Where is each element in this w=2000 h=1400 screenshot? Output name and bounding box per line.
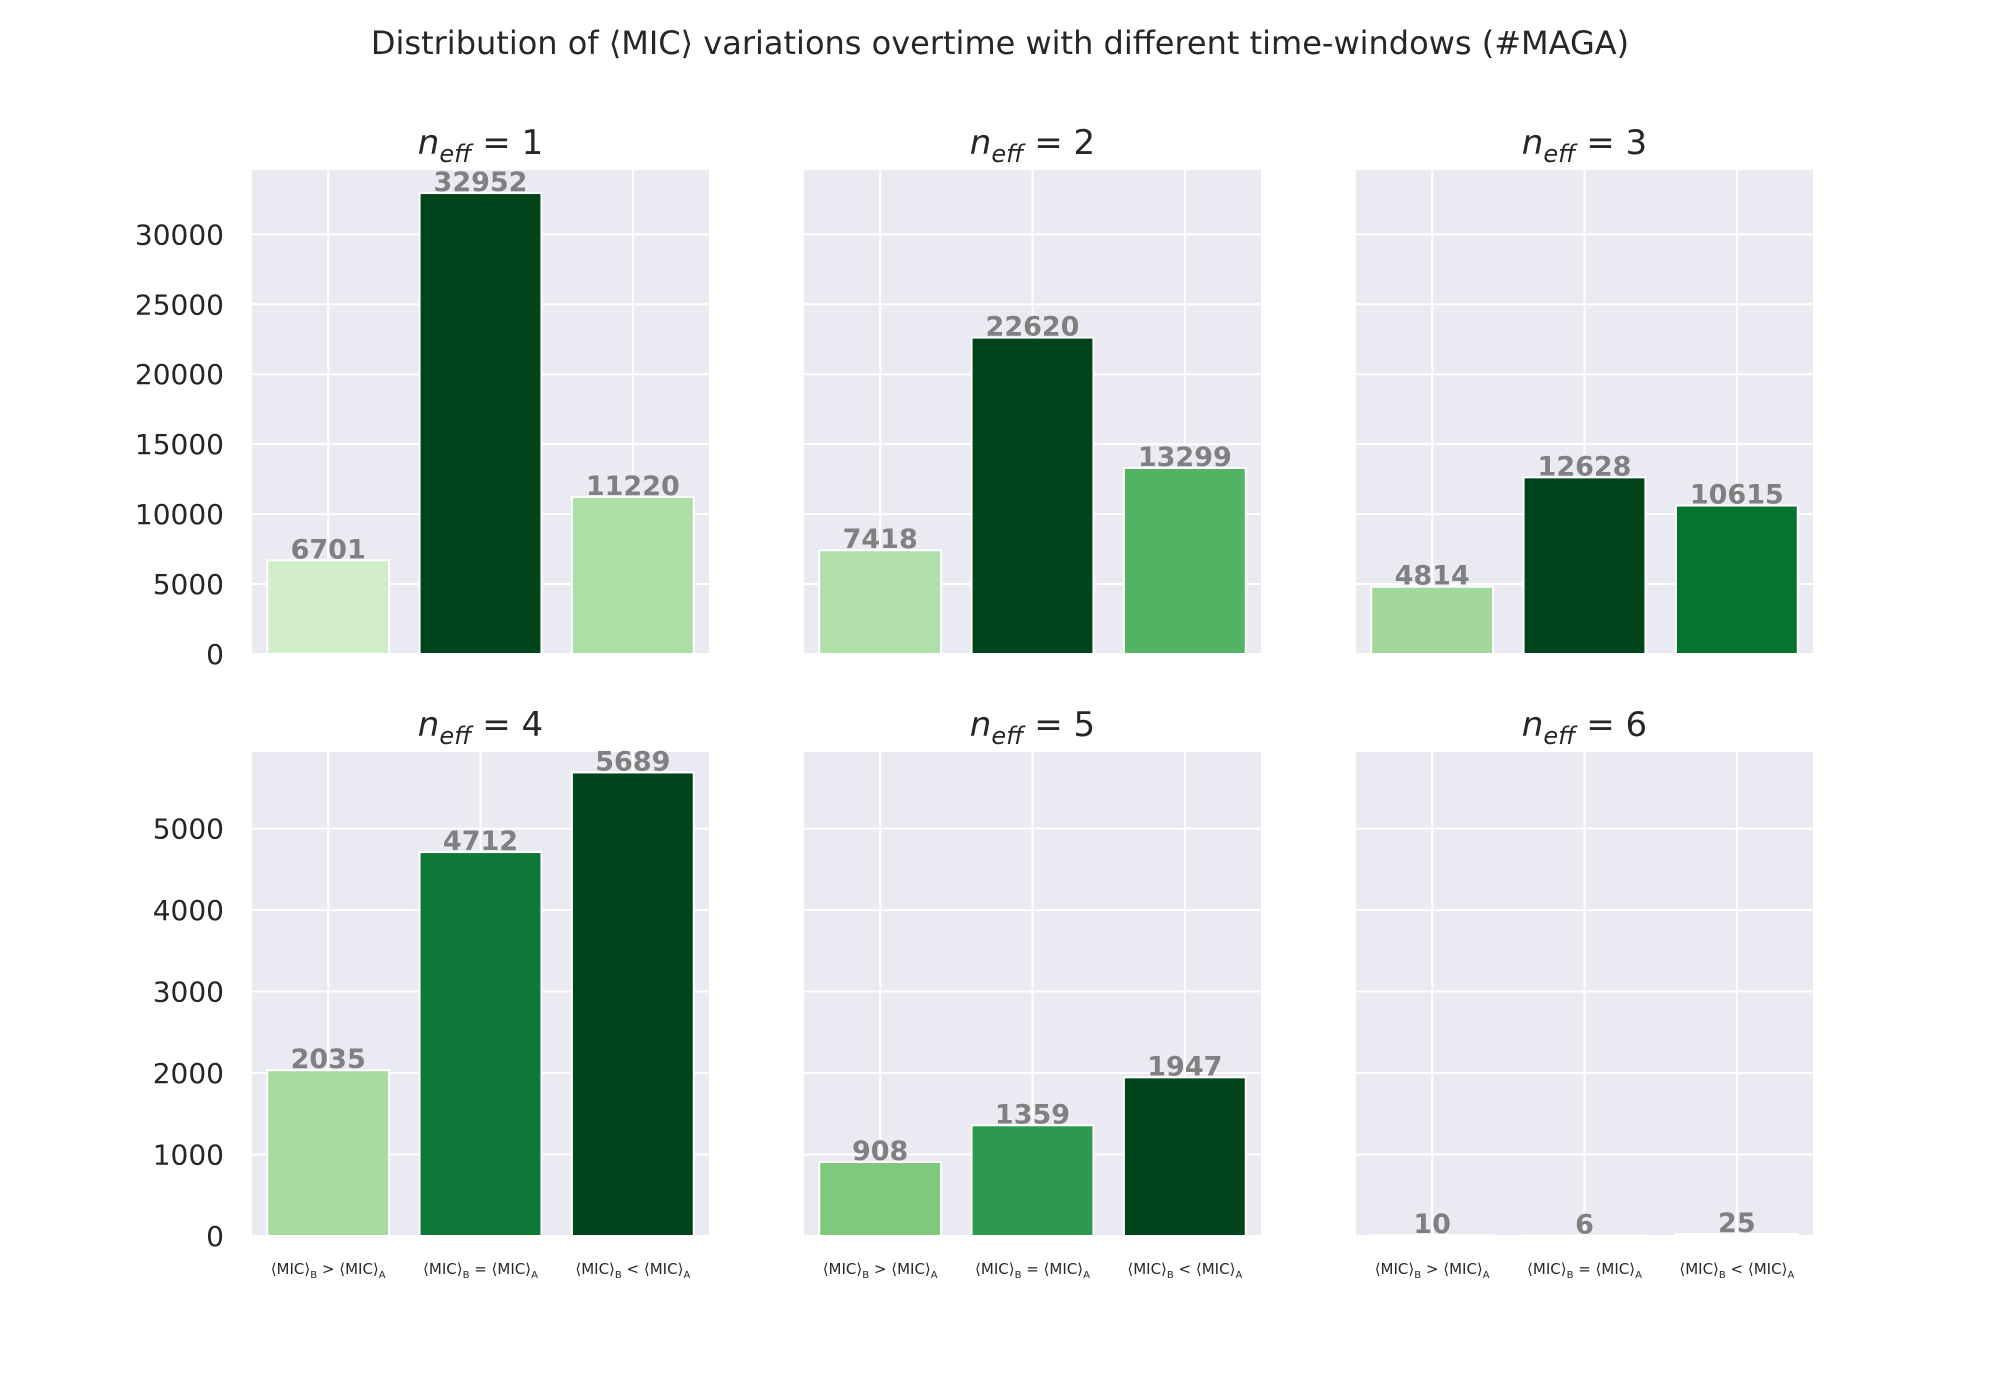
y-tick-label: 30000	[135, 218, 224, 251]
y-tick-label: 0	[206, 1220, 224, 1253]
data-label: 10615	[1690, 480, 1784, 511]
bar	[1674, 504, 1799, 656]
data-label: 32952	[434, 167, 528, 198]
bar	[570, 496, 695, 655]
y-tick-label: 10000	[135, 498, 224, 531]
bar	[1122, 1076, 1247, 1238]
x-tick-label: ⟨MIC⟩B < ⟨MIC⟩A	[1127, 1260, 1242, 1281]
x-tick-label: ⟨MIC⟩B > ⟨MIC⟩A	[1375, 1260, 1490, 1281]
y-tick-label: 15000	[135, 428, 224, 461]
subplot-5: 908 1359 1947 ⟨MIC⟩B > ⟨MIC⟩A ⟨MIC⟩B = ⟨MIC⟩…	[804, 705, 1261, 1281]
x-tick-label: ⟨MIC⟩B > ⟨MIC⟩A	[823, 1260, 938, 1281]
x-tick-label: ⟨MIC⟩B > ⟨MIC⟩A	[271, 1260, 386, 1281]
data-label: 4814	[1395, 561, 1470, 592]
bar	[570, 771, 695, 1237]
subplot-6: 10 6 25 ⟨MIC⟩B > ⟨MIC⟩A ⟨MIC⟩B = ⟨MIC⟩A ⟨MIC⟩…	[1356, 705, 1813, 1281]
x-tick-label: ⟨MIC⟩B < ⟨MIC⟩A	[575, 1260, 690, 1281]
x-tick-label: ⟨MIC⟩B < ⟨MIC⟩A	[1679, 1260, 1794, 1281]
bar	[818, 549, 943, 656]
data-label: 7418	[843, 524, 918, 555]
x-tick-label: ⟨MIC⟩B = ⟨MIC⟩A	[975, 1260, 1090, 1281]
subplot-title: neff = 2	[970, 123, 1095, 168]
subplot-4: 2035 4712 5689 0 1000 2000 3000 4000 5000 ⟨MIC⟩B …	[153, 705, 709, 1281]
data-label: 22620	[986, 312, 1080, 343]
bar	[1674, 1232, 1799, 1238]
y-tick-label: 1000	[153, 1139, 224, 1172]
bar	[266, 1069, 391, 1237]
subplot-title: neff = 6	[1522, 705, 1647, 750]
subplot-2: 7418 22620 13299 neff = 2	[804, 123, 1261, 656]
y-tick-label: 5000	[153, 568, 224, 601]
data-label: 10	[1413, 1209, 1451, 1240]
bar	[1370, 1234, 1495, 1237]
subplot-title: neff = 4	[418, 705, 543, 750]
subplot-3: 4814 12628 10615 neff = 3	[1356, 123, 1813, 656]
data-label: 908	[852, 1136, 908, 1167]
bar	[970, 336, 1095, 655]
data-label: 13299	[1138, 442, 1232, 473]
data-label: 4712	[443, 826, 518, 857]
bar	[1522, 476, 1647, 655]
data-label: 1359	[995, 1099, 1070, 1130]
subplot-title: neff = 5	[970, 705, 1095, 750]
y-tick-label: 0	[206, 638, 224, 671]
x-tick-label: ⟨MIC⟩B = ⟨MIC⟩A	[423, 1260, 538, 1281]
data-label: 6	[1575, 1210, 1594, 1241]
data-label: 1947	[1147, 1051, 1222, 1082]
bar	[418, 851, 543, 1237]
y-tick-label: 25000	[135, 288, 224, 321]
subplot-title: neff = 1	[418, 123, 543, 168]
data-label: 12628	[1538, 451, 1632, 482]
bar	[266, 559, 391, 656]
subplot-title: neff = 3	[1522, 123, 1647, 168]
chart-title: Distribution of ⟨MIC⟩ variations overtim…	[371, 24, 1629, 62]
data-label: 5689	[595, 746, 670, 777]
data-label: 25	[1718, 1208, 1756, 1239]
data-label: 2035	[291, 1044, 366, 1075]
bar	[970, 1124, 1095, 1238]
bar	[818, 1161, 943, 1237]
data-label: 11220	[586, 471, 680, 502]
bar	[418, 192, 543, 655]
y-tick-label: 4000	[153, 894, 224, 927]
y-tick-label: 2000	[153, 1057, 224, 1090]
y-tick-label: 3000	[153, 976, 224, 1009]
y-tick-label: 5000	[153, 813, 224, 846]
bar	[1122, 466, 1247, 655]
panels: 6701329521122005000100001500020000250003…	[135, 123, 1813, 1281]
subplot-1: 6701 32952 11220 0 5000 10000 15000 20000 25000 3…	[135, 123, 709, 671]
data-label: 6701	[291, 534, 366, 565]
bar	[1370, 585, 1495, 656]
y-tick-label: 20000	[135, 358, 224, 391]
x-tick-label: ⟨MIC⟩B = ⟨MIC⟩A	[1527, 1260, 1642, 1281]
